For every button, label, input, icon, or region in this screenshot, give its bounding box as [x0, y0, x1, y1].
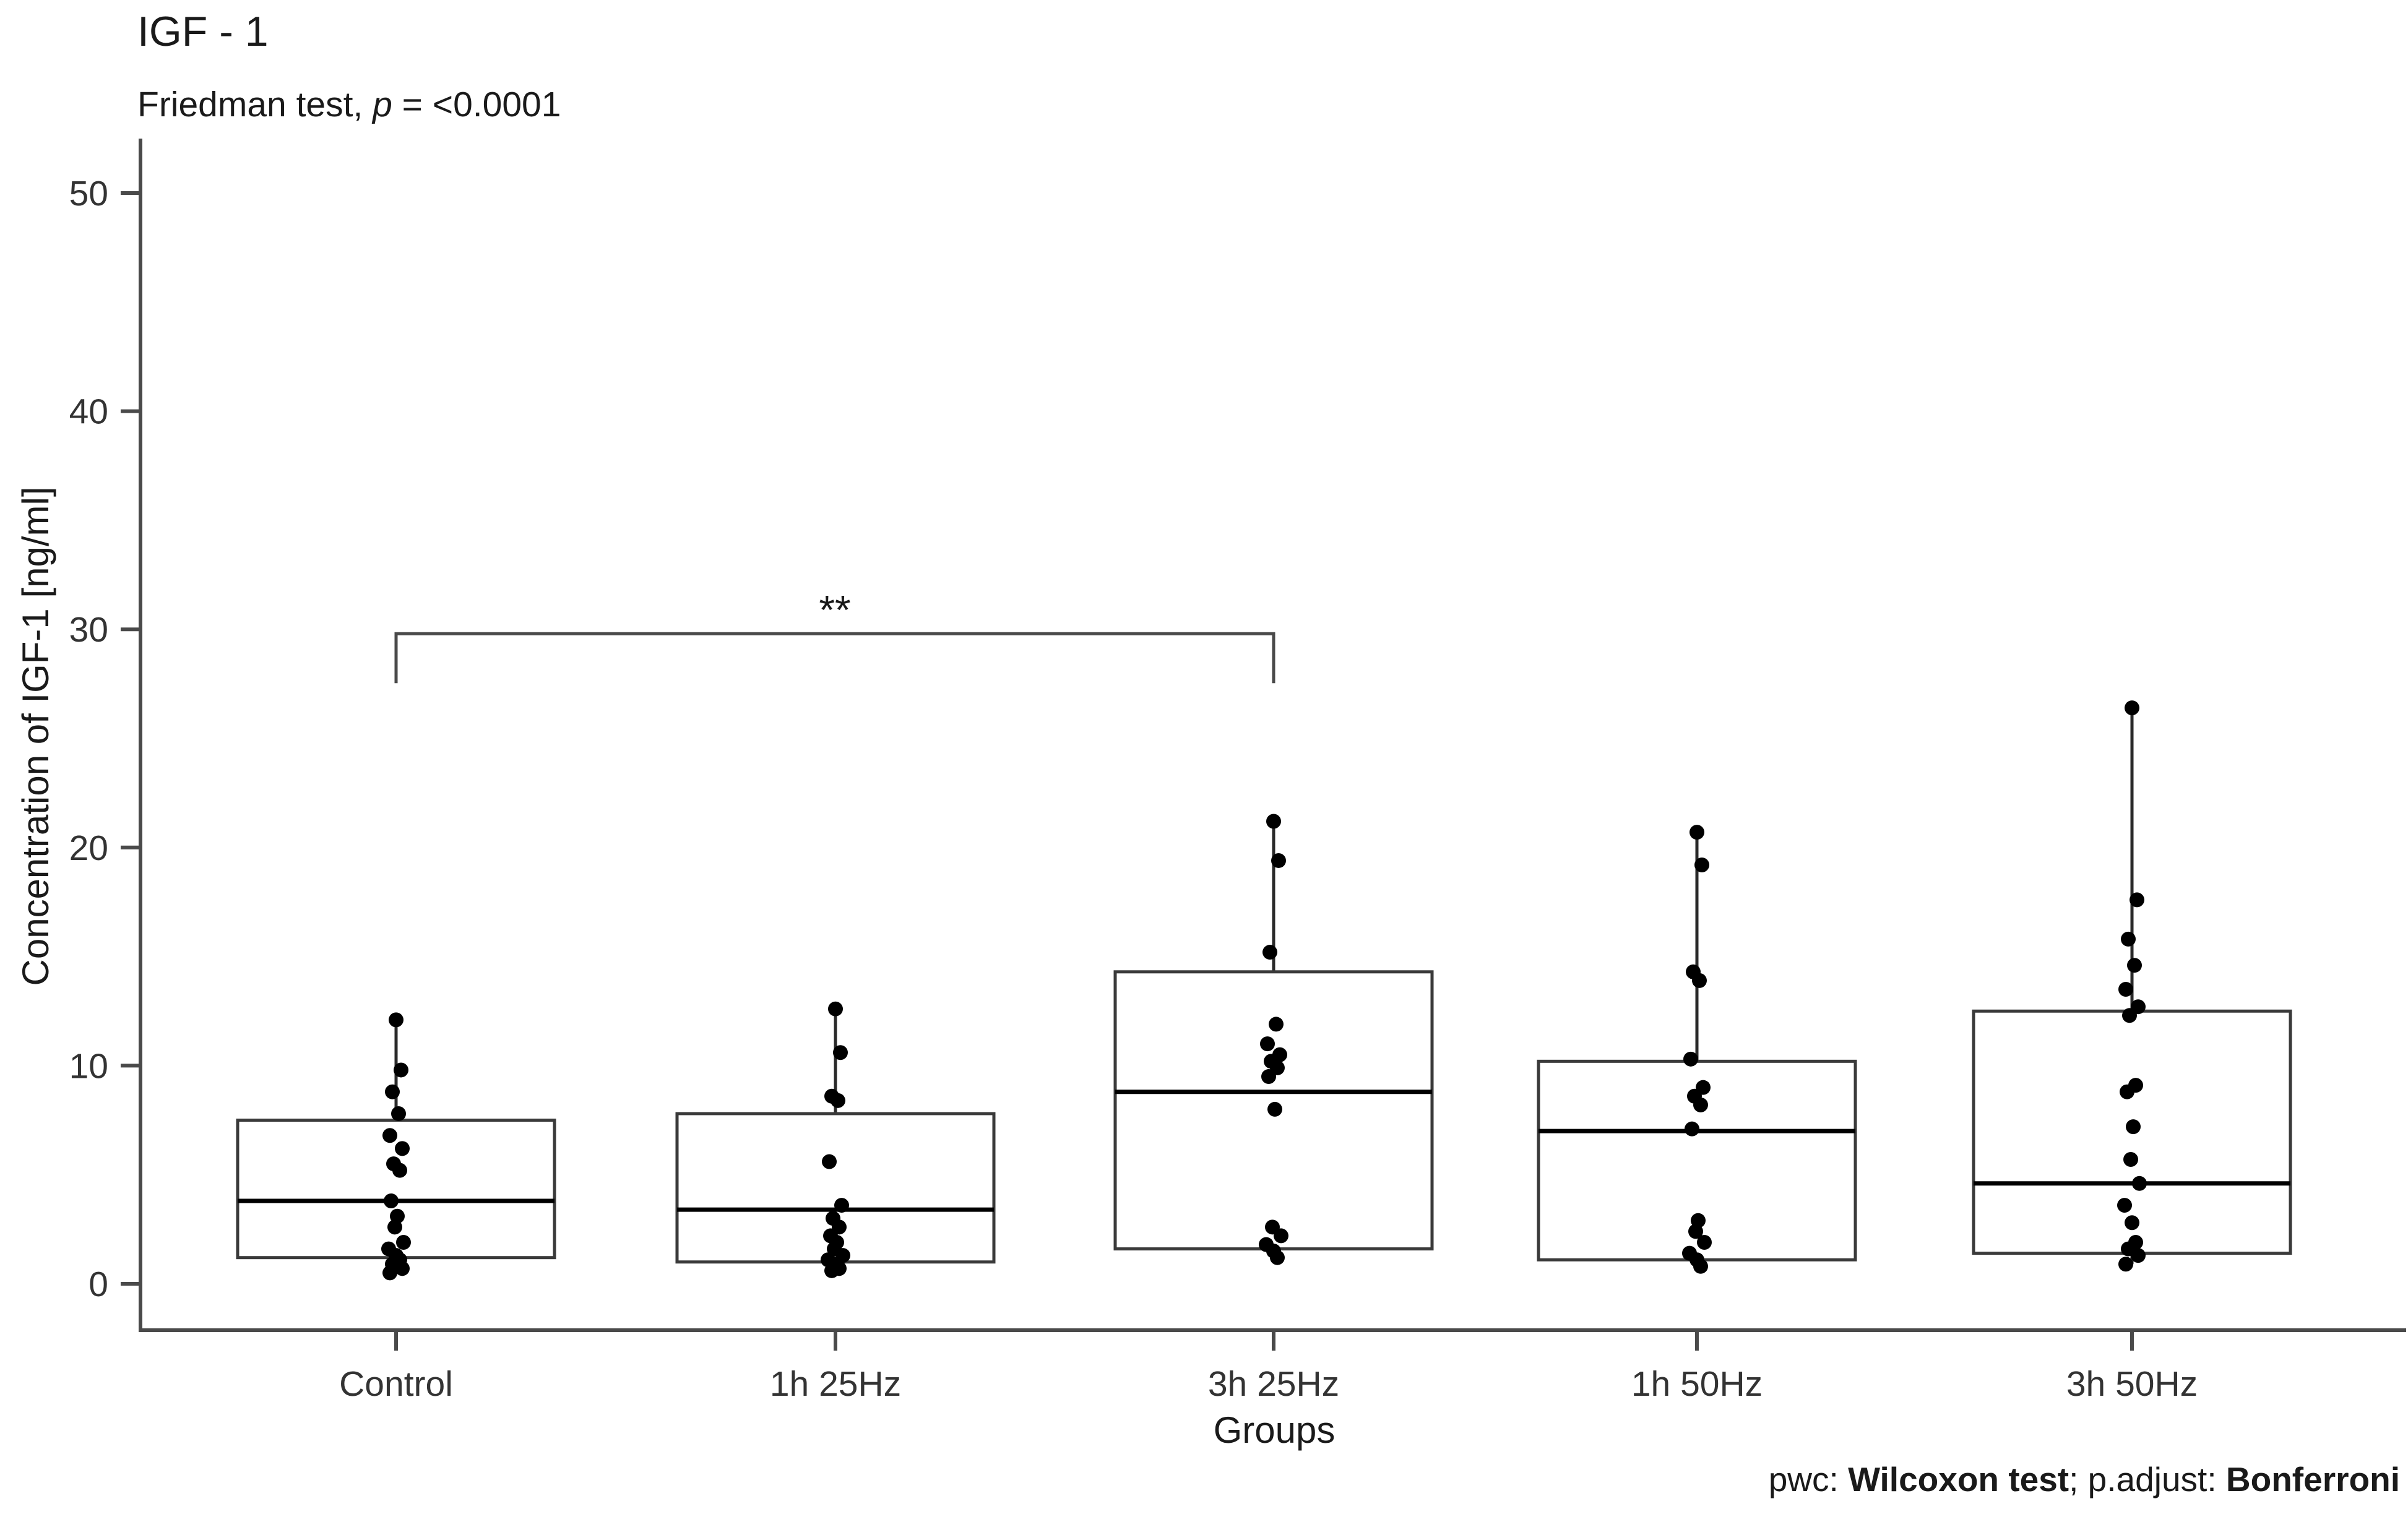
data-point: [1270, 1250, 1285, 1265]
y-tick-label: 10: [69, 1046, 108, 1086]
data-point: [396, 1235, 411, 1250]
data-point: [395, 1261, 410, 1276]
data-point: [2121, 931, 2136, 947]
x-tick-label: 1h 25Hz: [770, 1364, 901, 1404]
y-axis-title: Concentration of IGF-1 [ng/ml]: [15, 486, 56, 986]
data-point: [2130, 892, 2144, 908]
y-tick-label: 30: [69, 610, 108, 650]
data-point: [2131, 1248, 2146, 1263]
caption-padjust-label: ; p.adjust:: [2069, 1460, 2226, 1498]
plot-subtitle: Friedman test, p = <0.0001: [137, 85, 561, 124]
x-axis-ticks: Control 1h 25Hz 3h 25Hz 1h 50Hz 3h 50Hz: [339, 1330, 2198, 1404]
significance-stars: **: [819, 587, 850, 632]
data-point: [1693, 1258, 1708, 1274]
data-point: [1683, 1051, 1698, 1067]
points-3h 25Hz: [1259, 814, 1288, 1265]
data-point: [1685, 1121, 1699, 1137]
data-point: [2118, 981, 2133, 997]
jitter-points-layer: [381, 700, 2147, 1281]
caption-padjust-value: Bonferroni: [2226, 1460, 2400, 1498]
y-tick-label: 20: [69, 828, 108, 868]
x-axis-title: Groups: [1214, 1409, 1336, 1451]
data-point: [2132, 1176, 2147, 1191]
y-tick-label: 50: [69, 174, 108, 213]
y-axis-ticks: 0 10 20 30 40 50: [69, 174, 139, 1304]
iqr-box: [236, 1119, 556, 1260]
data-point: [2127, 958, 2142, 973]
data-point: [392, 1163, 407, 1178]
points-1h 50Hz: [1682, 825, 1712, 1274]
data-point: [395, 1141, 410, 1156]
data-point: [387, 1219, 402, 1235]
data-point: [382, 1265, 397, 1281]
data-point: [1269, 1017, 1284, 1032]
data-point: [394, 1062, 408, 1078]
data-point: [822, 1154, 837, 1169]
x-tick-label: 1h 50Hz: [1631, 1364, 1763, 1404]
y-tick-label: 0: [88, 1265, 108, 1304]
subtitle-prefix: Friedman test,: [137, 85, 373, 124]
data-point: [2120, 1084, 2134, 1099]
data-point: [1697, 1235, 1712, 1250]
data-point: [391, 1106, 406, 1121]
data-point: [1689, 825, 1704, 840]
significance-bracket-layer: **: [394, 587, 1275, 684]
data-point: [385, 1084, 400, 1099]
data-point: [1261, 1069, 1276, 1085]
data-point: [1260, 1036, 1275, 1052]
y-tick-label: 40: [69, 392, 108, 432]
x-tick-label: 3h 50Hz: [2066, 1364, 2198, 1404]
x-tick-label: 3h 25Hz: [1208, 1364, 1339, 1404]
data-point: [1267, 1101, 1282, 1117]
data-point: [2126, 1119, 2141, 1135]
data-point: [1271, 853, 1286, 868]
caption-pwc-label: pwc:: [1769, 1460, 1848, 1498]
plot-title: IGF - 1: [137, 8, 269, 55]
data-point: [1693, 1097, 1708, 1112]
x-tick-label: Control: [339, 1364, 453, 1404]
significance-bracket: [394, 632, 1275, 684]
caption-pwc-value: Wilcoxon test: [1848, 1460, 2069, 1498]
pwc-caption: pwc: Wilcoxon test; p.adjust: Bonferroni: [1769, 1460, 2400, 1498]
points-3h 50Hz: [2117, 700, 2147, 1272]
data-point: [1692, 973, 1707, 988]
data-point: [1262, 945, 1277, 960]
points-Control: [381, 1012, 411, 1281]
data-point: [1274, 1228, 1288, 1244]
data-point: [828, 1001, 843, 1017]
data-point: [382, 1128, 397, 1143]
data-point: [389, 1012, 403, 1028]
boxplot-Control: [236, 1020, 556, 1273]
data-point: [384, 1193, 399, 1209]
data-point: [2125, 1215, 2139, 1231]
points-1h 25Hz: [821, 1001, 850, 1278]
data-point: [1266, 814, 1281, 829]
data-point: [2117, 1198, 2132, 1213]
data-point: [2123, 1152, 2138, 1167]
data-point: [2125, 700, 2139, 716]
data-point: [1688, 1224, 1703, 1239]
data-point: [833, 1045, 848, 1060]
data-point: [834, 1198, 849, 1213]
data-point: [831, 1093, 845, 1108]
subtitle-suffix: = <0.0001: [392, 85, 561, 124]
subtitle-stat-symbol: p: [371, 85, 392, 124]
data-point: [824, 1263, 839, 1278]
data-point: [2122, 1008, 2137, 1023]
data-point: [2118, 1257, 2133, 1272]
data-point: [1694, 858, 1709, 873]
